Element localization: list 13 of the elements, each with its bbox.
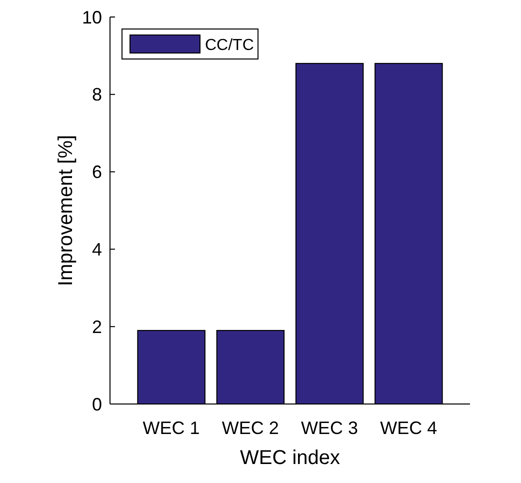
- x-tick-label: WEC 1: [142, 418, 200, 438]
- x-tick-label: WEC 4: [380, 418, 438, 438]
- x-tick-label: WEC 3: [301, 418, 358, 438]
- x-tick-label: WEC 2: [222, 418, 279, 438]
- y-tick-label: 2: [92, 316, 102, 337]
- y-tick-label: 4: [92, 240, 102, 260]
- legend-label: CC/TC: [205, 37, 254, 54]
- y-tick-label: 6: [92, 162, 102, 182]
- y-axis-title: Improvement [%]: [55, 134, 77, 286]
- y-tick-label: 10: [82, 7, 102, 28]
- y-tick-label: 0: [92, 394, 102, 414]
- x-axis-title: WEC index: [240, 447, 340, 469]
- y-tick-label: 8: [92, 84, 102, 105]
